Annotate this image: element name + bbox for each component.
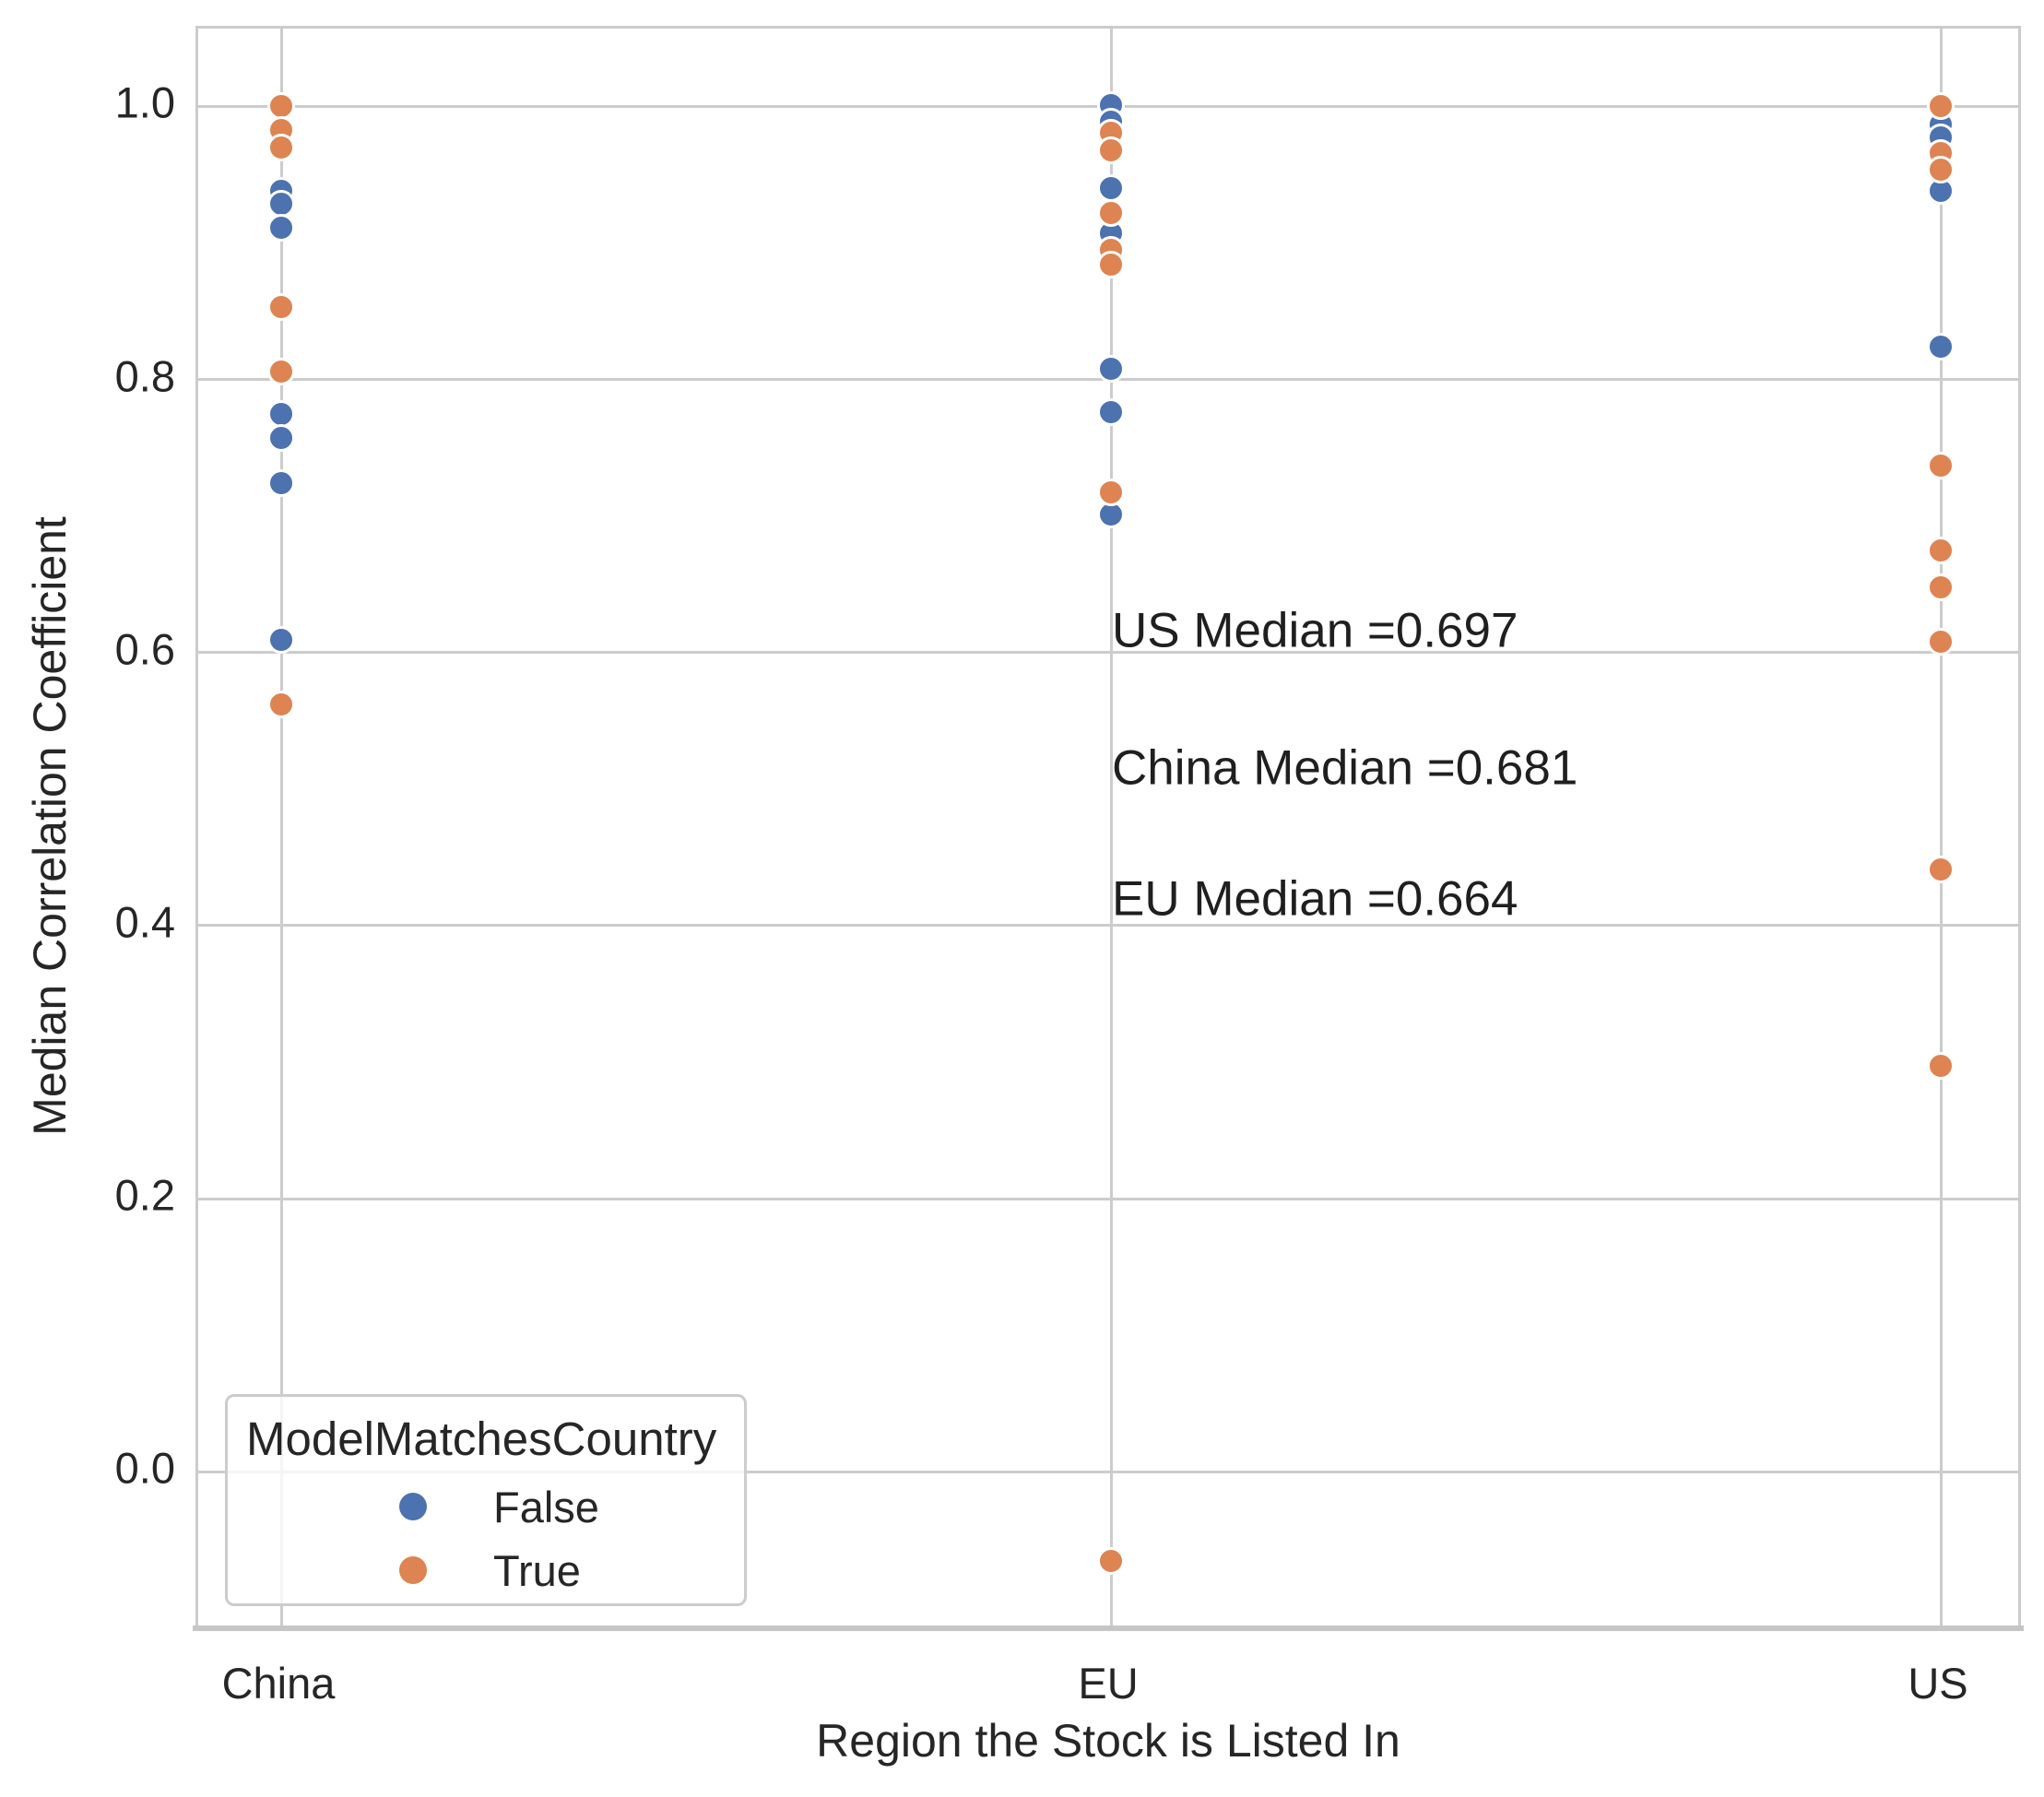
- data-point-true-china: [267, 293, 295, 322]
- legend-entry-false: False: [228, 1478, 744, 1535]
- y-gridline: [198, 924, 2018, 928]
- legend-label-true: True: [493, 1545, 581, 1595]
- data-point-true-eu: [1097, 1546, 1125, 1575]
- x-gridline: [1109, 29, 1113, 1627]
- legend-label-false: False: [493, 1482, 599, 1531]
- data-point-false-china: [267, 424, 295, 453]
- data-point-true-us: [1927, 573, 1955, 601]
- legend-entry-true: True: [228, 1542, 744, 1599]
- median-annotation: US Median =0.697: [1112, 603, 1518, 658]
- x-gridline: [279, 29, 283, 1627]
- y-gridline: [198, 651, 2018, 655]
- y-gridline: [198, 1470, 2018, 1473]
- data-point-false-china: [267, 469, 295, 498]
- x-axis-title: Region the Stock is Listed In: [816, 1715, 1400, 1767]
- data-point-true-us: [1927, 536, 1955, 564]
- data-point-false-china: [267, 399, 295, 428]
- y-tick-label: 0.6: [114, 624, 175, 674]
- data-point-true-us: [1927, 1052, 1955, 1081]
- data-point-true-eu: [1097, 136, 1125, 164]
- x-tick-label: China: [221, 1659, 336, 1708]
- y-gridline: [198, 1197, 2018, 1200]
- y-tick-label: 1.0: [114, 77, 175, 127]
- legend: ModelMatchesCountry False True: [225, 1394, 747, 1606]
- data-point-true-us: [1927, 451, 1955, 479]
- data-point-true-china: [267, 133, 295, 161]
- median-annotation: EU Median =0.664: [1112, 871, 1518, 927]
- data-point-true-china: [267, 691, 295, 719]
- data-point-true-us: [1927, 627, 1955, 656]
- y-tick-label: 0.0: [114, 1443, 175, 1493]
- data-point-false-eu: [1097, 174, 1125, 203]
- data-point-true-eu: [1097, 198, 1125, 227]
- data-point-true-eu: [1097, 251, 1125, 279]
- legend-title: ModelMatchesCountry: [246, 1413, 717, 1465]
- data-point-false-china: [267, 214, 295, 242]
- y-axis-title: Median Correlation Coefficient: [24, 516, 76, 1136]
- data-point-true-eu: [1097, 479, 1125, 507]
- data-point-true-us: [1927, 856, 1955, 884]
- data-point-true-us: [1927, 155, 1955, 183]
- data-point-false-eu: [1097, 398, 1125, 427]
- data-point-true-china: [267, 357, 295, 385]
- x-tick-label: EU: [1078, 1659, 1139, 1708]
- data-point-false-china: [267, 626, 295, 655]
- plot-area: [195, 26, 2021, 1630]
- data-point-false-us: [1927, 333, 1955, 361]
- data-point-false-eu: [1097, 354, 1125, 383]
- x-gridline: [1939, 29, 1943, 1627]
- x-axis-spine: [193, 1626, 2024, 1631]
- data-point-true-china: [267, 92, 295, 121]
- data-point-true-us: [1927, 92, 1955, 121]
- legend-marker-true-icon: [399, 1556, 427, 1584]
- y-tick-label: 0.8: [114, 350, 175, 400]
- x-tick-label: US: [1908, 1659, 1968, 1708]
- median-annotation: China Median =0.681: [1112, 739, 1578, 795]
- y-tick-label: 0.4: [114, 897, 175, 947]
- legend-marker-false-icon: [399, 1493, 427, 1520]
- data-point-false-china: [267, 189, 295, 218]
- y-tick-label: 0.2: [114, 1170, 175, 1220]
